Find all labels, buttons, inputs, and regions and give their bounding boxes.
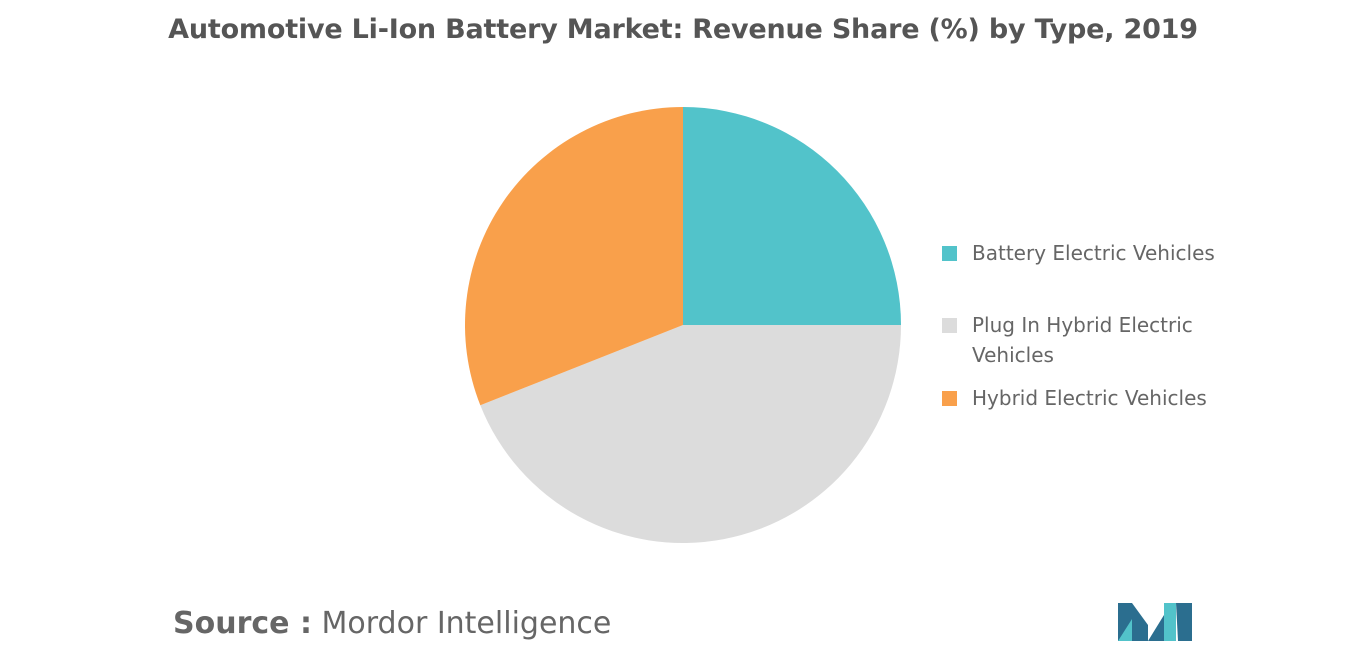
legend: Battery Electric Vehicles Plug In Hybrid… bbox=[942, 238, 1242, 413]
source-label: Source : bbox=[173, 606, 312, 641]
pie-slices bbox=[464, 107, 901, 544]
legend-label: Plug In Hybrid Electric Vehicles bbox=[972, 313, 1193, 367]
legend-item-hybrid-electric: Hybrid Electric Vehicles bbox=[942, 383, 1242, 413]
chart-title: Automotive Li-Ion Battery Market: Revenu… bbox=[168, 14, 1198, 45]
legend-swatch bbox=[942, 318, 957, 333]
legend-item-plug-in-hybrid: Plug In Hybrid Electric Vehicles bbox=[942, 310, 1212, 370]
pie-slice-battery-electric-vehicles bbox=[683, 107, 901, 325]
pie-slice-plug-in-hybrid-electric-vehicles bbox=[480, 325, 901, 544]
mordor-intelligence-logo-icon bbox=[1118, 603, 1192, 641]
source-text: Mordor Intelligence bbox=[321, 606, 612, 641]
legend-swatch bbox=[942, 246, 957, 261]
legend-swatch bbox=[942, 391, 957, 406]
pie-slice-hybrid-electric-vehicles bbox=[464, 107, 683, 406]
legend-item-battery-electric: Battery Electric Vehicles bbox=[942, 238, 1242, 268]
source-note: Source : Mordor Intelligence bbox=[173, 606, 611, 641]
legend-label: Hybrid Electric Vehicles bbox=[972, 386, 1207, 410]
legend-label: Battery Electric Vehicles bbox=[972, 241, 1215, 265]
